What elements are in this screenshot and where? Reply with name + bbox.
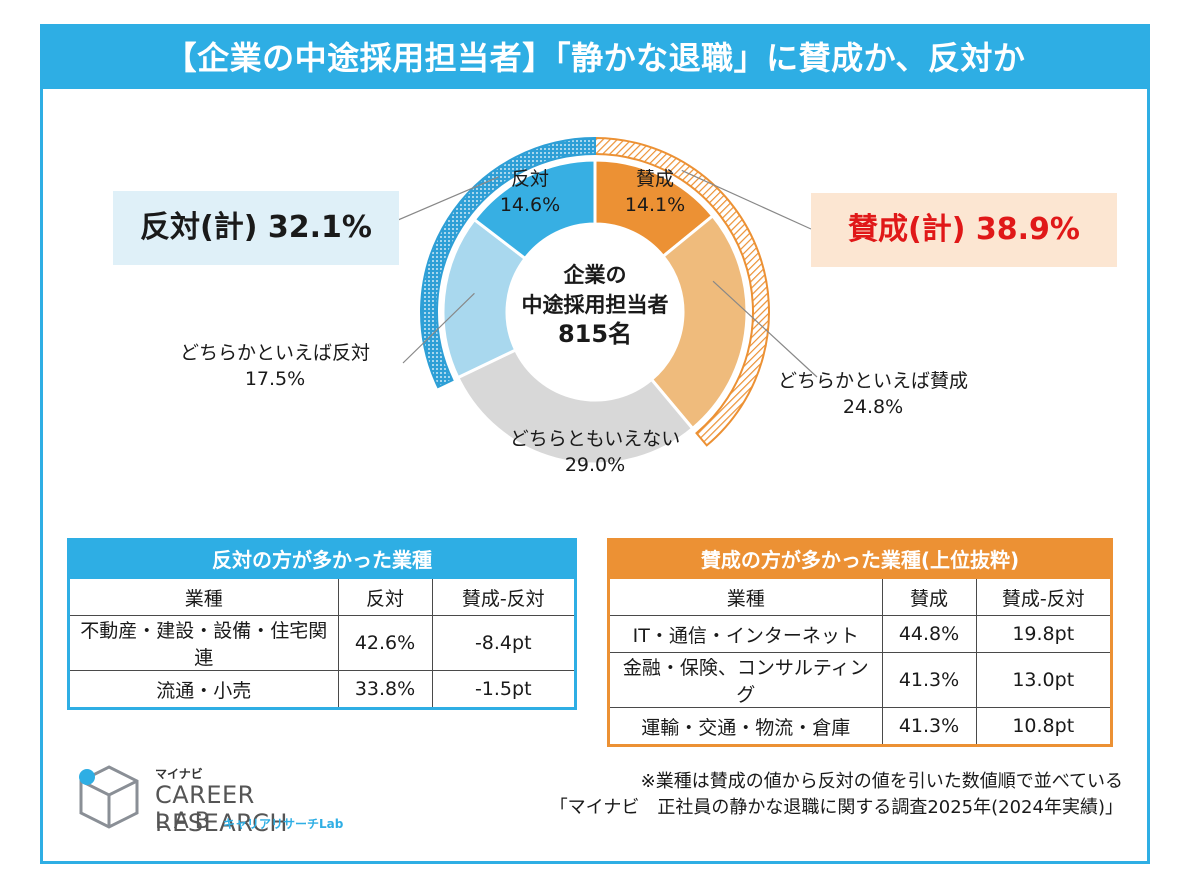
favor-industries-table: 賛成の方が多かった業種(上位抜粋) 業種 賛成 賛成-反対 IT・通信・インター… <box>607 538 1113 747</box>
favor-value-cell: 41.3% <box>881 652 977 708</box>
diff-value-cell: -8.4pt <box>431 615 574 671</box>
logo-subtitle: キャリアリサーチLab <box>223 817 344 831</box>
against-industries-table: 反対の方が多かった業種 業種 反対 賛成-反対 不動産・建設・設備・住宅関連 4… <box>67 538 577 710</box>
against-total-label: 反対(計) 32.1% <box>113 191 399 265</box>
col-header-industry: 業種 <box>610 579 883 616</box>
logo-career-research: CAREER RESEARCH <box>155 781 288 837</box>
slice-disagree <box>472 158 597 261</box>
page-title: 【企業の中途採用担当者】「静かな退職」に賛成か、反対か <box>43 27 1147 89</box>
footnote-note: ※業種は賛成の値から反対の値を引いた数値順で並べている <box>640 771 1123 792</box>
donut-chart: 賛成 14.1% どちらかといえば賛成 24.8% どちらともいえない 29.0% どちらか… <box>180 136 968 476</box>
against-total-arc <box>420 136 596 389</box>
col-header-against: 反対 <box>337 579 433 616</box>
favor-total-label: 賛成(計) 38.9% <box>811 193 1117 267</box>
slice-somewhat-agree <box>649 213 749 431</box>
infographic-frame: 【企業の中途採用担当者】「静かな退職」に賛成か、反対か 賛成 14.1% どちらかと… <box>40 24 1150 864</box>
table-header-row: 業種 反対 賛成-反対 <box>70 579 574 616</box>
label-somewhat-agree: どちらかといえば賛成 24.8% <box>778 370 968 418</box>
logo-lab: LAB <box>155 809 216 834</box>
career-research-lab-logo: マイナビ CAREER RESEARCH LAB キャリアリサーチLab <box>73 757 393 837</box>
table-row: 流通・小売 33.8% -1.5pt <box>70 670 574 707</box>
diff-value-cell: 19.8pt <box>975 615 1110 653</box>
label-agree: 賛成 14.1% <box>625 168 685 216</box>
diff-value-cell: 10.8pt <box>975 707 1110 744</box>
industry-cell: 運輸・交通・物流・倉庫 <box>610 707 883 744</box>
logo-brand-kana: マイナビ <box>155 767 203 781</box>
diff-value-cell: 13.0pt <box>975 652 1110 708</box>
label-somewhat-disagree: どちらかといえば反対 17.5% <box>180 342 370 390</box>
col-header-diff: 賛成-反対 <box>431 579 574 616</box>
industry-cell: IT・通信・インターネット <box>610 615 883 653</box>
col-header-diff: 賛成-反対 <box>975 579 1110 616</box>
industry-cell: 不動産・建設・設備・住宅関連 <box>70 615 339 671</box>
table-row: IT・通信・インターネット 44.8% 19.8pt <box>610 615 1110 653</box>
footnote-source: 「マイナビ 正社員の静かな退職に関する調査2025年(2024年実績)」 <box>549 797 1123 818</box>
footnote: ※業種は賛成の値から反対の値を引いた数値順で並べている 「マイナビ 正社員の静か… <box>550 769 1123 821</box>
against-value-cell: 33.8% <box>337 670 433 707</box>
industry-cell: 流通・小売 <box>70 670 339 707</box>
cube-logo-icon <box>79 765 139 829</box>
favor-table-title: 賛成の方が多かった業種(上位抜粋) <box>610 541 1110 579</box>
favor-total-arc <box>594 136 770 447</box>
against-table-title: 反対の方が多かった業種 <box>70 541 574 579</box>
col-header-favor: 賛成 <box>881 579 977 616</box>
leader-somewhat-disagree <box>402 292 475 364</box>
favor-value-cell: 41.3% <box>881 707 977 744</box>
leader-favor-total <box>681 169 812 230</box>
table-row: 運輸・交通・物流・倉庫 41.3% 10.8pt <box>610 707 1110 744</box>
table-row: 金融・保険、コンサルティング 41.3% 13.0pt <box>610 652 1110 708</box>
col-header-industry: 業種 <box>70 579 339 616</box>
industry-cell: 金融・保険、コンサルティング <box>610 652 883 708</box>
leader-somewhat-agree <box>712 280 818 378</box>
against-value-cell: 42.6% <box>337 615 433 671</box>
label-neutral: どちらともいえない 29.0% <box>510 428 681 476</box>
center-label: 企業の中途採用担当者 815名 <box>522 263 669 348</box>
table-header-row: 業種 賛成 賛成-反対 <box>610 579 1110 616</box>
label-disagree: 反対 14.6% <box>500 168 560 216</box>
diff-value-cell: -1.5pt <box>431 670 574 707</box>
favor-value-cell: 44.8% <box>881 615 977 653</box>
slice-neutral <box>455 347 695 466</box>
table-row: 不動産・建設・設備・住宅関連 42.6% -8.4pt <box>70 615 574 671</box>
